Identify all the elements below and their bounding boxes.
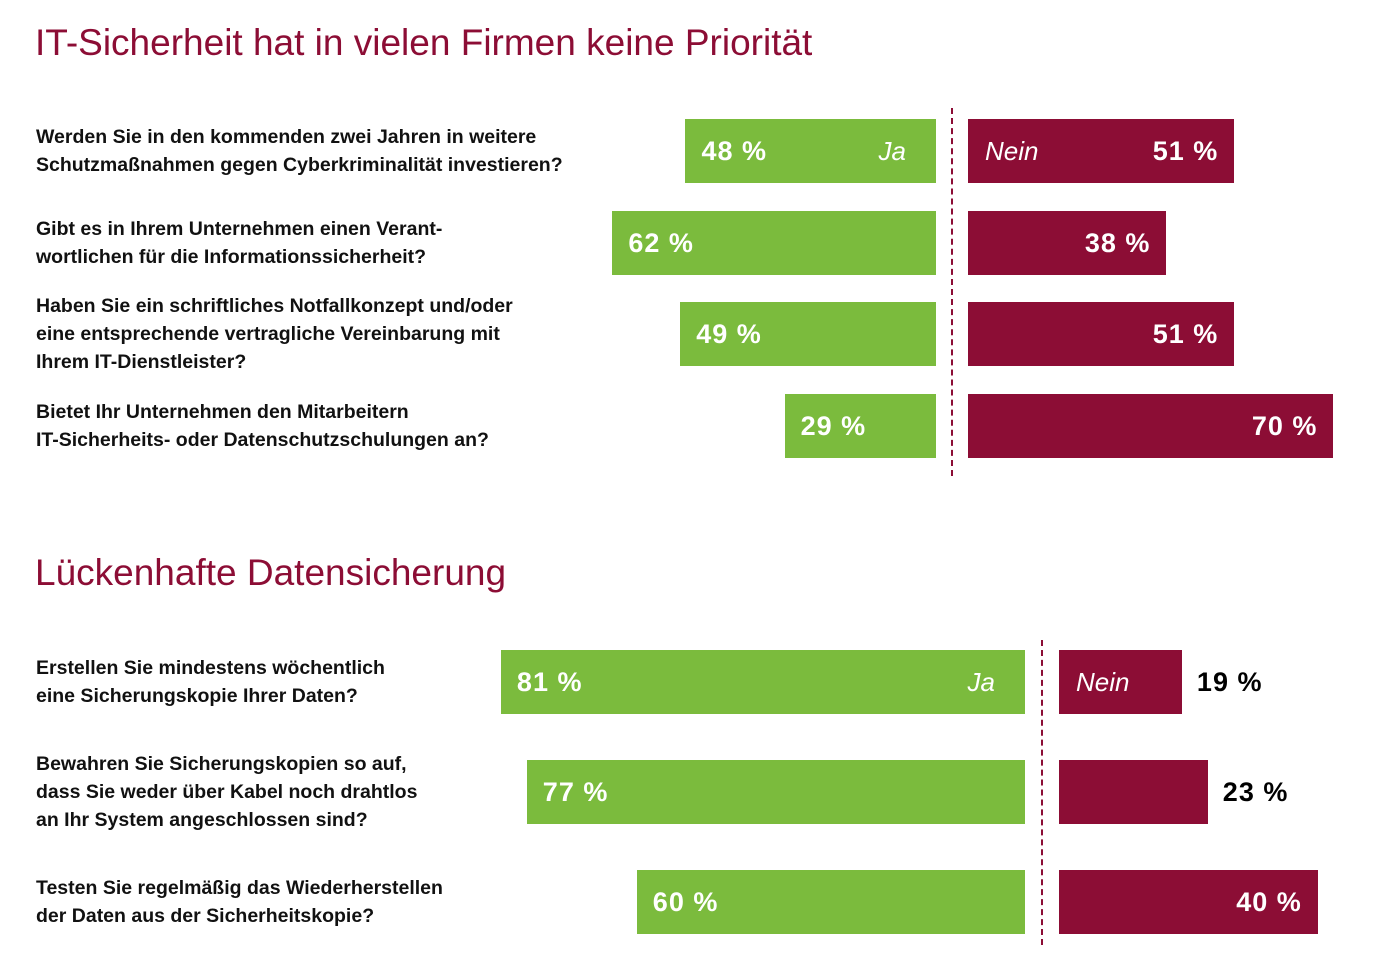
value-label: 40 % bbox=[1236, 887, 1302, 917]
center-line bbox=[1041, 640, 1043, 945]
bar-nein bbox=[968, 119, 1235, 183]
center-line bbox=[951, 108, 953, 476]
value-label: 38 % bbox=[1084, 227, 1151, 258]
bar-nein bbox=[1059, 760, 1208, 824]
value-label: 51 % bbox=[1152, 319, 1219, 349]
legend-nein: Nein bbox=[1076, 667, 1130, 697]
chart-title: Lückenhafte Datensicherung bbox=[35, 552, 507, 593]
value-label: 23 % bbox=[1222, 777, 1289, 807]
bar-ja bbox=[784, 393, 936, 458]
bar-ja bbox=[612, 210, 936, 275]
bar-ja bbox=[636, 870, 1025, 934]
question: Bewahren Sie Sicherungskopien so auf, da… bbox=[36, 753, 418, 831]
bar-nein bbox=[1059, 870, 1318, 934]
bar-ja bbox=[500, 650, 1025, 714]
value-label: 51 % bbox=[1152, 136, 1219, 166]
question: Haben Sie ein schriftliches Notfallkonze… bbox=[36, 295, 513, 373]
value-label: 62 % bbox=[628, 227, 694, 258]
question: Testen Sie regelmäßig das Wiederherstell… bbox=[36, 877, 443, 927]
bar-nein bbox=[968, 210, 1167, 275]
value-label: 29 % bbox=[800, 410, 867, 441]
bar-ja bbox=[526, 760, 1025, 824]
bar-nein bbox=[968, 393, 1334, 458]
bar-ja bbox=[680, 302, 936, 366]
bar-ja bbox=[685, 119, 936, 183]
value-label: 60 % bbox=[652, 887, 719, 917]
value-label: 81 % bbox=[516, 667, 583, 697]
legend-ja: Ja bbox=[878, 136, 906, 166]
value-label: 48 % bbox=[701, 136, 767, 166]
question: Gibt es in Ihrem Unternehmen einen Veran… bbox=[36, 217, 443, 268]
question: Erstellen Sie mindestens wöchentlich ein… bbox=[36, 657, 385, 707]
chart-title: IT-Sicherheit hat in vielen Firmen keine… bbox=[35, 22, 813, 63]
question: Werden Sie in den kommenden zwei Jahren … bbox=[36, 126, 563, 176]
value-label: 49 % bbox=[696, 319, 762, 349]
legend-ja: Ja bbox=[967, 667, 995, 697]
bar-nein bbox=[968, 302, 1235, 366]
value-label: 19 % bbox=[1196, 667, 1263, 697]
value-label: 77 % bbox=[542, 777, 609, 807]
question: Bietet Ihr Unternehmen den Mitarbeitern … bbox=[36, 400, 489, 451]
legend-nein: Nein bbox=[985, 136, 1039, 166]
bar-nein bbox=[1059, 650, 1182, 714]
value-label: 70 % bbox=[1251, 410, 1318, 441]
